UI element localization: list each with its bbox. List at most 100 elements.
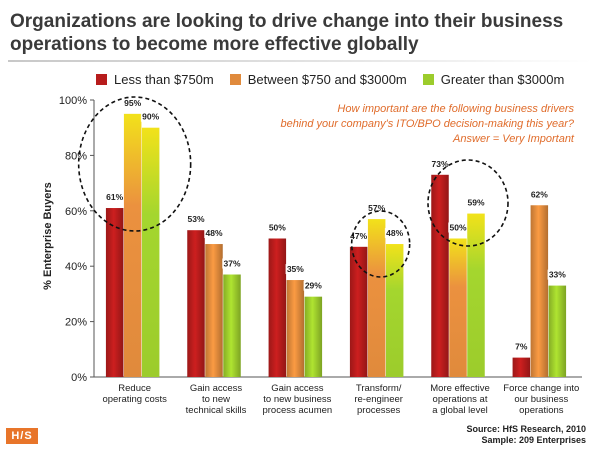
title-divider: [8, 60, 592, 62]
logo-letter-h: H: [11, 430, 21, 442]
bar-label-3-6: 33%: [549, 270, 566, 280]
bar-label-3-4: 48%: [386, 228, 403, 238]
bar-1-3: [268, 238, 287, 377]
bar-label-2-1: 95%: [124, 98, 141, 108]
bar-3-3: [304, 296, 323, 377]
bar-2-2: [205, 244, 223, 377]
x-tick-label-6: Force change into: [503, 383, 579, 394]
survey-question-line3: Answer = Very Important: [453, 133, 574, 145]
source-line: Source: HfS Research, 2010: [466, 424, 586, 434]
bar-label-1-1: 61%: [106, 192, 123, 202]
bar-label-3-5: 59%: [467, 198, 484, 208]
bar-label-1-5: 73%: [431, 159, 448, 169]
x-tick-label-5: a global level: [432, 405, 487, 416]
bar-label-1-3: 50%: [269, 223, 286, 233]
bar-label-bg: [529, 189, 550, 200]
bar-label-1-2: 53%: [187, 214, 204, 224]
x-tick-label-4: Transform/: [356, 383, 402, 394]
x-tick-label-5: More effective: [430, 383, 490, 394]
bar-label-bg: [366, 203, 387, 214]
legend-item-series3: Greater than $3000m: [422, 71, 565, 87]
bar-label-bg: [303, 280, 324, 291]
bar-1-5: [431, 174, 449, 377]
bar-label-bg: [285, 264, 306, 275]
x-tick-label-2: Gain access: [190, 383, 243, 394]
legend-item-series2: Between $750 and $3000m: [229, 71, 407, 87]
x-tick-label-1: operating costs: [102, 394, 167, 405]
bar-label-1-6: 7%: [515, 342, 528, 352]
x-tick-label-3: to new business: [263, 394, 331, 405]
bar-label-bg: [384, 228, 405, 239]
bar-1-2: [187, 230, 205, 377]
x-tick-label-6: our business: [514, 394, 568, 405]
bar-label-2-5: 50%: [449, 223, 466, 233]
bar-2-3: [286, 280, 305, 377]
bar-label-3-3: 29%: [305, 281, 322, 291]
legend-label-series2: Between $750 and $3000m: [247, 71, 407, 87]
bar-label-bg: [204, 228, 224, 239]
legend-swatch-series2: [229, 73, 241, 85]
bar-label-bg: [222, 258, 242, 269]
bar-2-1: [123, 113, 142, 377]
survey-question-line1: How important are the following business…: [337, 103, 574, 115]
y-tick-label: 80%: [65, 150, 87, 162]
slide-title: Organizations are looking to drive chang…: [10, 11, 564, 55]
survey-question-line2: behind your company's ITO/BPO decision-m…: [280, 118, 574, 130]
bar-2-5: [449, 238, 467, 377]
y-tick-label: 60%: [65, 206, 87, 218]
highlight-circle-4: [350, 210, 411, 278]
bar-3-4: [385, 244, 404, 377]
x-tick-label-6: operations: [519, 405, 564, 416]
bar-label-bg: [104, 192, 125, 203]
legend-label-series3: Greater than $3000m: [440, 71, 565, 87]
highlight-circle-1: [77, 96, 192, 232]
bar-label-2-4: 57%: [368, 203, 385, 213]
highlight-circle-5: [427, 159, 509, 247]
hfs-logo: H/S: [6, 428, 38, 444]
bar-3-2: [223, 274, 241, 377]
bar-2-4: [367, 219, 386, 377]
x-tick-label-1: Reduce: [118, 383, 151, 394]
bar-label-2-3: 35%: [287, 264, 304, 274]
y-tick-label: 0%: [71, 372, 87, 384]
bar-label-bg: [514, 341, 529, 352]
bar-label-bg: [348, 230, 369, 241]
x-tick-label-2: technical skills: [186, 405, 247, 416]
bar-label-bg: [267, 222, 288, 233]
bar-label-3-1: 90%: [142, 112, 159, 122]
bar-label-bg: [448, 222, 468, 233]
bar-label-1-4: 47%: [350, 231, 367, 241]
x-tick-label-4: processes: [357, 405, 401, 416]
bar-label-bg: [122, 97, 143, 108]
sample-line: Sample: 209 Enterprises: [481, 435, 586, 445]
y-tick-label: 40%: [65, 261, 87, 273]
bar-label-bg: [186, 214, 206, 225]
bar-1-1: [105, 208, 124, 377]
legend-swatch-series1: [96, 73, 107, 85]
x-tick-label-4: re-engineer: [354, 394, 403, 405]
source-note: Source: HfS Research, 2010 Sample: 209 E…: [466, 424, 586, 446]
bar-1-6: [512, 357, 531, 377]
x-tick-label-2: to new: [202, 394, 230, 405]
x-tick-label-3: process acumen: [262, 405, 332, 416]
bar-2-6: [530, 205, 549, 377]
bar-1-4: [349, 246, 368, 377]
bar-3-5: [467, 213, 485, 377]
legend-item-series1: Less than $750m: [96, 72, 214, 87]
bar-label-bg: [430, 158, 450, 169]
bar-3-1: [141, 127, 160, 377]
y-tick-label: 20%: [65, 317, 87, 329]
bar-label-2-2: 48%: [205, 228, 222, 238]
legend-swatch-series3: [422, 73, 434, 85]
y-tick-label: 100%: [59, 95, 87, 107]
logo-letter-s: S: [24, 430, 33, 442]
legend-label-series1: Less than $750m: [114, 71, 214, 87]
bar-label-bg: [466, 197, 486, 208]
bar-label-3-2: 37%: [223, 259, 240, 269]
x-tick-label-3: Gain access: [271, 383, 324, 394]
x-tick-label-5: operations at: [433, 394, 488, 405]
bar-label-2-6: 62%: [531, 189, 548, 199]
bar-label-bg: [140, 111, 161, 122]
